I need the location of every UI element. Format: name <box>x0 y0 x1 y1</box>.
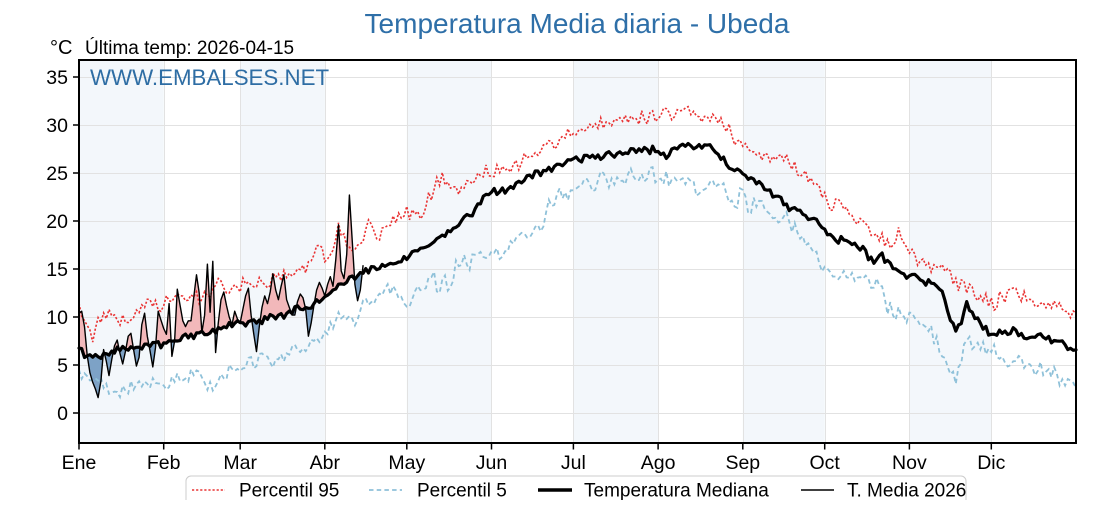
svg-text:Sep: Sep <box>725 452 760 474</box>
svg-text:35: 35 <box>46 67 68 89</box>
svg-text:Jun: Jun <box>476 452 507 474</box>
svg-text:T. Media 2026: T. Media 2026 <box>847 481 966 501</box>
svg-text:Feb: Feb <box>147 452 181 474</box>
svg-text:Mar: Mar <box>223 452 257 474</box>
svg-text:10: 10 <box>46 307 68 329</box>
svg-text:15: 15 <box>46 259 68 281</box>
svg-text:May: May <box>388 452 425 474</box>
svg-text:Ago: Ago <box>641 452 676 474</box>
svg-text:Ene: Ene <box>62 452 97 474</box>
svg-text:WWW.EMBALSES.NET: WWW.EMBALSES.NET <box>90 65 329 90</box>
svg-text:Nov: Nov <box>892 452 927 474</box>
svg-text:°C: °C <box>50 37 72 59</box>
svg-text:5: 5 <box>57 355 68 377</box>
svg-text:Dic: Dic <box>977 452 1005 474</box>
svg-text:Percentil 5: Percentil 5 <box>417 481 507 501</box>
svg-text:0: 0 <box>57 403 68 425</box>
svg-text:Temperatura Mediana: Temperatura Mediana <box>584 481 769 501</box>
svg-text:Temperatura Media diaria - Ube: Temperatura Media diaria - Ubeda <box>365 8 790 39</box>
svg-text:25: 25 <box>46 163 68 185</box>
svg-text:Jul: Jul <box>561 452 586 474</box>
svg-text:Última temp: 2026-04-15: Última temp: 2026-04-15 <box>85 37 294 59</box>
svg-text:Oct: Oct <box>810 452 841 474</box>
svg-text:Abr: Abr <box>310 452 341 474</box>
svg-text:20: 20 <box>46 211 68 233</box>
svg-text:30: 30 <box>46 115 68 137</box>
svg-text:Percentil 95: Percentil 95 <box>239 481 339 501</box>
